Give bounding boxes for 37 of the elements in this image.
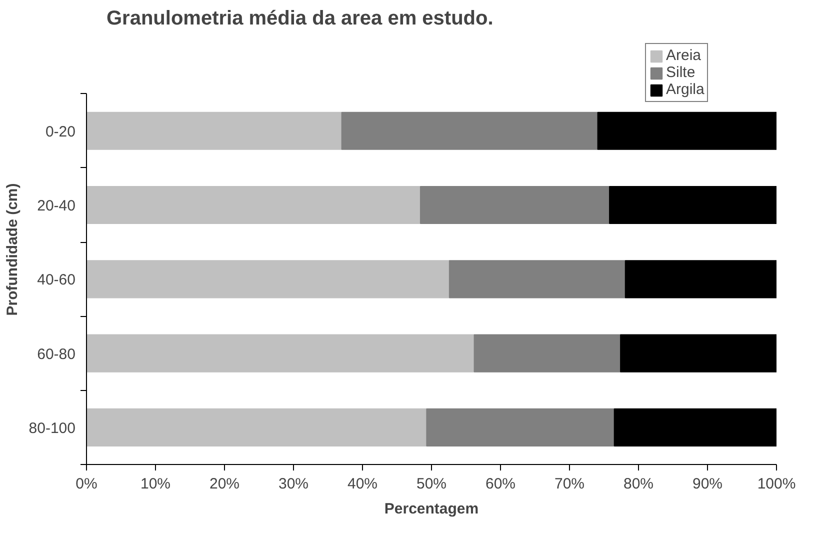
x-tick-label: 40%: [347, 476, 378, 492]
x-tick-label: 90%: [692, 476, 723, 492]
chart-title: Granulometria média da area em estudo.: [106, 8, 494, 30]
bar: [86, 112, 342, 150]
bar: [86, 334, 475, 372]
x-axis-title: Percentagem: [384, 500, 479, 518]
x-tick-label: 60%: [485, 476, 516, 492]
legend-label: Areia: [666, 47, 702, 64]
bar: [420, 186, 610, 224]
bar: [620, 334, 776, 372]
x-tick-label: 80%: [623, 476, 654, 492]
bar: [86, 408, 428, 446]
bar: [86, 186, 421, 224]
x-tick-label: 10%: [140, 476, 171, 492]
legend-label: Argila: [666, 81, 704, 98]
bar: [624, 260, 776, 298]
bar: [597, 112, 776, 150]
y-tick-label: 20-40: [37, 198, 76, 215]
y-axis-title: Profundidade (cm): [4, 183, 21, 316]
legend-label: Silte: [666, 64, 696, 81]
x-tick-label: 70%: [554, 476, 585, 492]
bar: [614, 408, 776, 446]
bar: [474, 334, 622, 372]
x-tick-label: 100%: [757, 476, 796, 492]
y-tick-label: 80-100: [28, 420, 76, 437]
x-tick-label: 30%: [278, 476, 309, 492]
y-tick-label: 40-60: [37, 272, 76, 289]
bar: [609, 186, 776, 224]
x-tick-label: 20%: [209, 476, 240, 492]
y-tick-label: 60-80: [37, 346, 76, 363]
x-tick-label: 50%: [416, 476, 447, 492]
bar: [341, 112, 598, 150]
bar: [86, 260, 450, 298]
y-tick-label: 0-20: [45, 123, 76, 140]
bar: [426, 408, 615, 446]
x-tick-label: 0%: [76, 476, 98, 492]
bar: [448, 260, 626, 298]
